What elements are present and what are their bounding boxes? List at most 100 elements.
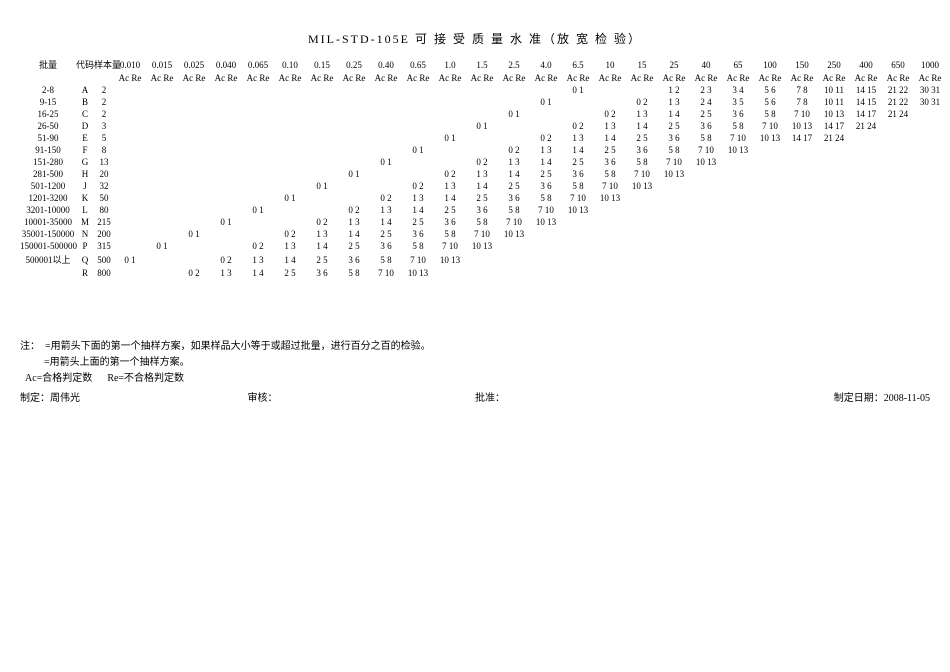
cell-aql-21: 7 8 [786, 96, 818, 108]
cell-aql-21 [786, 192, 818, 204]
cell-aql-19 [722, 168, 754, 180]
hdr-acre-0: Ac Re [114, 72, 146, 84]
cell-aql-6: 1 3 [306, 228, 338, 240]
cell-aql-7: 2 5 [338, 240, 370, 252]
cell-aql-7 [338, 156, 370, 168]
cell-aql-10 [434, 108, 466, 120]
cell-code: K [76, 192, 94, 204]
cell-aql-19 [722, 252, 754, 267]
cell-aql-23 [850, 267, 882, 279]
notes-block: 注： =用箭头下面的第一个抽样方案，如果样品大小等于或超过批量，进行百分之百的检… [20, 339, 930, 407]
cell-n: 2 [94, 96, 114, 108]
table-row: 501-1200J320 10 21 31 42 53 65 87 1010 1… [20, 180, 946, 192]
cell-aql-7: 5 8 [338, 267, 370, 279]
cell-aql-0 [114, 240, 146, 252]
cell-aql-11: 3 6 [466, 204, 498, 216]
sig-date: 制定日期：2008-11-05 [703, 391, 931, 407]
cell-aql-18: 3 6 [690, 120, 722, 132]
hdr-aql-9: 0.65 [402, 57, 434, 72]
cell-aql-12: 2 5 [498, 180, 530, 192]
hdr-acre-4: Ac Re [242, 72, 274, 84]
hdr-aql-11: 1.5 [466, 57, 498, 72]
cell-aql-12 [498, 252, 530, 267]
cell-aql-9: 5 8 [402, 240, 434, 252]
hdr-aql-8: 0.40 [370, 57, 402, 72]
cell-aql-10 [434, 84, 466, 96]
cell-aql-0 [114, 168, 146, 180]
cell-aql-9: 0 1 [402, 144, 434, 156]
table-row: 3201-10000L800 10 21 31 42 53 65 87 1010… [20, 204, 946, 216]
cell-code: H [76, 168, 94, 180]
cell-aql-19: 10 13 [722, 144, 754, 156]
cell-aql-2 [178, 204, 210, 216]
cell-aql-17: 2 5 [658, 120, 690, 132]
hdr-aql-14: 6.5 [562, 57, 594, 72]
cell-aql-15 [594, 267, 626, 279]
aql-table: 批量代码样本量0.0100.0150.0250.0400.0650.100.15… [20, 57, 946, 279]
cell-aql-12 [498, 96, 530, 108]
cell-aql-18 [690, 228, 722, 240]
hdr-aql-6: 0.15 [306, 57, 338, 72]
cell-aql-20: 10 13 [754, 132, 786, 144]
cell-aql-9 [402, 168, 434, 180]
hdr-acre-17: Ac Re [658, 72, 690, 84]
cell-aql-1 [146, 216, 178, 228]
cell-aql-5: 1 3 [274, 240, 306, 252]
cell-aql-2: 0 2 [178, 267, 210, 279]
cell-aql-22 [818, 180, 850, 192]
cell-code: B [76, 96, 94, 108]
cell-aql-9: 2 5 [402, 216, 434, 228]
cell-aql-14: 1 3 [562, 132, 594, 144]
hdr-aql-3: 0.040 [210, 57, 242, 72]
hdr-code: 代码 [76, 57, 94, 72]
cell-aql-23: 21 24 [850, 120, 882, 132]
cell-aql-1 [146, 204, 178, 216]
cell-aql-1 [146, 168, 178, 180]
cell-aql-5 [274, 180, 306, 192]
cell-aql-7: 3 6 [338, 252, 370, 267]
cell-aql-3 [210, 180, 242, 192]
cell-aql-14: 5 8 [562, 180, 594, 192]
cell-aql-2 [178, 252, 210, 267]
hdr-aql-4: 0.065 [242, 57, 274, 72]
cell-aql-24 [882, 132, 914, 144]
cell-code: D [76, 120, 94, 132]
cell-aql-17 [658, 240, 690, 252]
cell-aql-9: 10 13 [402, 267, 434, 279]
cell-aql-17: 5 8 [658, 144, 690, 156]
cell-aql-25 [914, 240, 946, 252]
hdr-n: 样本量 [94, 57, 114, 72]
cell-aql-4 [242, 120, 274, 132]
cell-aql-12: 1 4 [498, 168, 530, 180]
cell-aql-8 [370, 132, 402, 144]
cell-aql-2 [178, 108, 210, 120]
cell-aql-18: 7 10 [690, 144, 722, 156]
sig-made-by: 制定：周伟光 [20, 391, 248, 407]
cell-aql-22 [818, 204, 850, 216]
cell-aql-19 [722, 204, 754, 216]
cell-aql-17 [658, 204, 690, 216]
cell-aql-18: 10 13 [690, 156, 722, 168]
cell-aql-22 [818, 216, 850, 228]
cell-aql-20 [754, 267, 786, 279]
cell-aql-15 [594, 228, 626, 240]
hdr-aql-1: 0.015 [146, 57, 178, 72]
table-row: 16-25C20 10 21 31 42 53 65 87 1010 1314 … [20, 108, 946, 120]
hdr-acre-23: Ac Re [850, 72, 882, 84]
cell-aql-19 [722, 267, 754, 279]
cell-aql-6 [306, 156, 338, 168]
cell-aql-7: 1 3 [338, 216, 370, 228]
cell-aql-18 [690, 168, 722, 180]
cell-aql-7 [338, 96, 370, 108]
note-re: Re=不合格判定数 [107, 373, 184, 384]
cell-aql-3 [210, 156, 242, 168]
cell-aql-0 [114, 156, 146, 168]
cell-n: 2 [94, 108, 114, 120]
cell-n: 32 [94, 180, 114, 192]
cell-aql-15 [594, 240, 626, 252]
cell-aql-10: 0 2 [434, 168, 466, 180]
hdr-aql-24: 650 [882, 57, 914, 72]
cell-aql-2 [178, 144, 210, 156]
cell-aql-6 [306, 168, 338, 180]
sig-date-label: 制定日期： [834, 393, 884, 404]
